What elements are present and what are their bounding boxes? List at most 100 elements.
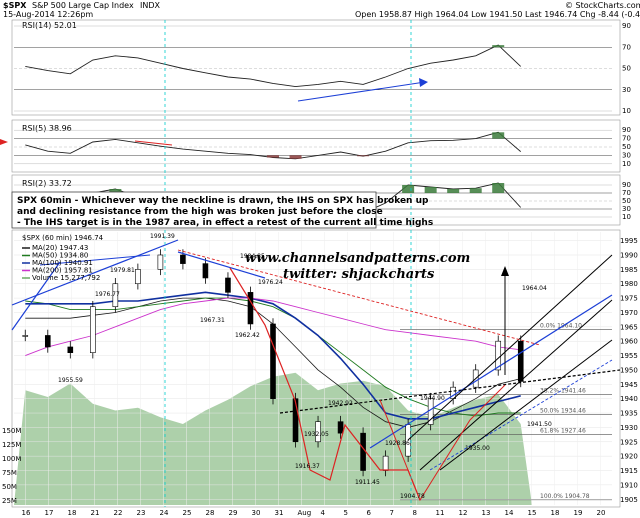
- price-annotation: 1976.77: [95, 291, 120, 298]
- rsi14-overbought-fill: [492, 45, 505, 48]
- rsi5-oversold-fill: [267, 155, 279, 158]
- ma-line-ma200: [25, 297, 521, 357]
- datetime-label: 15-Aug-2014 12:26pm: [3, 10, 93, 19]
- ihs-neckline: [279, 369, 621, 414]
- price-tick-label: 1915: [620, 467, 638, 475]
- x-tick-label: 29: [229, 509, 238, 517]
- rsi5-left-arrow: [0, 139, 8, 145]
- rsi5-overbought-fill: [492, 132, 505, 139]
- price-tick-label: 1935: [620, 410, 638, 418]
- volume-layer: 150M 125M 100M 75M 50M 25M: [2, 372, 532, 505]
- candle-body: [202, 263, 209, 279]
- price-layer: [22, 249, 524, 477]
- rsi14-divergence-line: [297, 81, 426, 102]
- x-tick-label: 16: [22, 509, 31, 517]
- ihs-pattern-red-2: [379, 384, 506, 502]
- rsi2-title: RSI(2) 33.72: [22, 179, 72, 188]
- volume-area: [14, 372, 532, 505]
- trendline-blue-4: [177, 251, 266, 279]
- x-tick-label: 6: [367, 509, 372, 517]
- candle-body: [44, 335, 51, 348]
- x-tick-label: 19: [574, 509, 583, 517]
- candle-body: [112, 283, 119, 308]
- rsi5-tick-label: 70: [622, 135, 631, 143]
- rsi14-plot: 90 70 50 30 10: [14, 22, 631, 115]
- channel-mid: [419, 299, 613, 471]
- price-tick-label: 1920: [620, 453, 638, 461]
- rsi14-tick-label: 30: [622, 86, 631, 94]
- x-tick-label: 11: [436, 509, 445, 517]
- note-box: SPX 60min - Whichever way the neckline i…: [11, 191, 433, 229]
- volume-tick-label: 25M: [2, 497, 17, 505]
- price-annotation: 1979.81: [110, 267, 135, 274]
- price-tick-label: 1990: [620, 251, 638, 259]
- rsi14-divergence-arrow: [419, 78, 428, 87]
- candle-body: [67, 346, 74, 353]
- x-tick-label: 24: [160, 509, 169, 517]
- volume-tick-label: 100M: [2, 455, 21, 463]
- price-annotation: 1962.42: [235, 332, 260, 339]
- note-frame: [11, 191, 377, 229]
- price-tick-label: 1910: [620, 481, 638, 489]
- rsi14-title: RSI(14) 52.01: [22, 21, 77, 30]
- rsi14-tick-label: 70: [622, 43, 631, 51]
- price-annotation: 1932.05: [304, 431, 329, 438]
- ihs-pattern-red: [229, 267, 421, 501]
- price-tick-label: 1940: [620, 395, 638, 403]
- candle-body: [517, 340, 524, 382]
- x-tick-label: 28: [206, 509, 215, 517]
- note-line-1: SPX 60min - Whichever way the neckline i…: [17, 196, 429, 206]
- rsi2-overbought-fill: [447, 189, 460, 193]
- rsi2-overbought-fill: [402, 185, 415, 193]
- x-tick-label: 14: [505, 509, 514, 517]
- rsi2-overbought-fill: [492, 183, 505, 193]
- price-tick-label: 1930: [620, 424, 638, 432]
- price-tick-label: 1905: [620, 496, 638, 504]
- rsi5-panel: [11, 119, 621, 173]
- price-annotation: 1916.37: [295, 463, 320, 470]
- note-line-2: and declining resistance from the high w…: [17, 207, 383, 217]
- rsi2-tick-label: 10: [622, 213, 631, 221]
- price-annotation: 1911.45: [355, 479, 380, 486]
- x-tick-label: 20: [597, 509, 606, 517]
- candle-body: [270, 323, 276, 399]
- volume-tick-label: 50M: [2, 483, 17, 491]
- ohlc-label: Open 1958.87 High 1964.04 Low 1941.50 La…: [355, 10, 640, 19]
- exchange-label: INDX: [140, 1, 161, 10]
- x-tick-label: 30: [252, 509, 261, 517]
- x-tick-label: 7: [390, 509, 394, 517]
- ma-line-ma100: [25, 291, 521, 420]
- x-tick-label: 8: [413, 509, 417, 517]
- x-tick-label: 12: [459, 509, 468, 517]
- x-tick-label: 15: [528, 509, 537, 517]
- trendline-blue-5: [369, 294, 613, 449]
- volume-tick-label: 150M: [2, 427, 21, 435]
- volume-tick-label: 75M: [2, 469, 17, 477]
- legend-entry: MA(100) 1940.91: [32, 259, 93, 267]
- rsi2-overbought-fill: [424, 187, 437, 193]
- rsi2-tick-label: 90: [622, 181, 631, 189]
- fib-label: 38.2% 1941.46: [540, 387, 586, 394]
- note-line-3: - The IHS target is in the 1987 area, in…: [17, 218, 433, 228]
- price-tick-label: 1950: [620, 366, 638, 374]
- candle-body: [90, 306, 96, 353]
- rsi14-tick-label: 50: [622, 65, 631, 73]
- candle-body: [225, 277, 231, 293]
- price-tick-label: 1970: [620, 309, 638, 317]
- price-tick-label: 1995: [620, 237, 638, 245]
- trendline-layer: [0, 20, 621, 507]
- rsi2-tick-label: 30: [622, 205, 631, 213]
- symbol-name: S&P 500 Large Cap Index: [32, 1, 134, 10]
- x-tick-label: 25: [183, 509, 192, 517]
- rsi14-tick-label: 90: [622, 22, 631, 30]
- price-tick-label: 1925: [620, 438, 638, 446]
- x-tick-label: 18: [68, 509, 77, 517]
- candle-body: [292, 398, 299, 443]
- fib-label: 0.0% 1964.10: [540, 322, 582, 329]
- candle-body: [247, 292, 254, 325]
- rsi14-line: [25, 44, 522, 88]
- fib-label: 61.8% 1927.46: [540, 428, 586, 435]
- rsi2-tick-label: 50: [622, 197, 631, 205]
- price-tick-label: 1960: [620, 338, 638, 346]
- candle-body: [360, 432, 366, 471]
